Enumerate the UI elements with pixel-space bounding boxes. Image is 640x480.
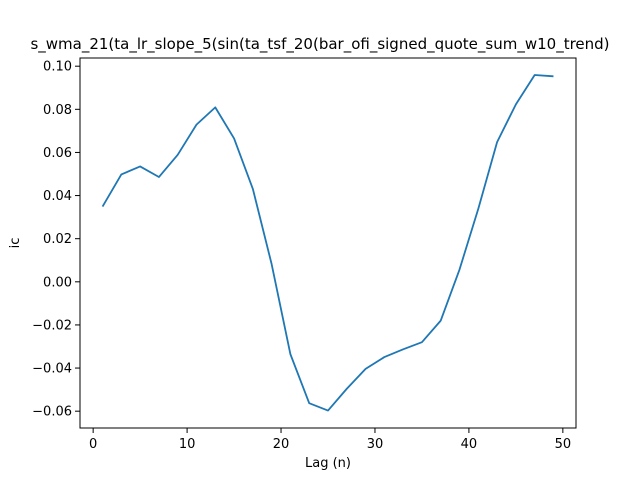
y-tick-label: 0.08 — [43, 103, 72, 118]
y-tick-label: 0.04 — [43, 189, 72, 204]
y-tick-label: −0.04 — [32, 362, 72, 377]
y-axis-label: ic — [8, 238, 23, 249]
y-tick-label: −0.02 — [32, 318, 72, 333]
x-tick-label: 40 — [461, 437, 478, 452]
x-tick-label: 0 — [89, 437, 97, 452]
chart-title: s_wma_21(ta_lr_slope_5(sin(ta_tsf_20(bar… — [30, 35, 609, 54]
plot-area — [80, 58, 576, 428]
y-tick-label: −0.06 — [32, 405, 72, 420]
x-tick-label: 10 — [179, 437, 196, 452]
x-tick-label: 50 — [555, 437, 572, 452]
x-axis-label: Lag (n) — [305, 456, 351, 471]
y-tick-label: 0.06 — [43, 146, 72, 161]
x-tick-label: 20 — [273, 437, 290, 452]
y-tick-label: 0.02 — [43, 232, 72, 247]
x-tick-label: 30 — [367, 437, 384, 452]
y-tick-label: 0.10 — [43, 60, 72, 75]
plot-frame — [79, 57, 577, 429]
series-group — [101, 74, 554, 412]
y-tick-label: 0.00 — [43, 275, 72, 290]
ticks: 0 10 20 30 40 50 −0.06 −0.04 −0.02 0.00 0.02 0.04 0.… — [32, 60, 571, 452]
